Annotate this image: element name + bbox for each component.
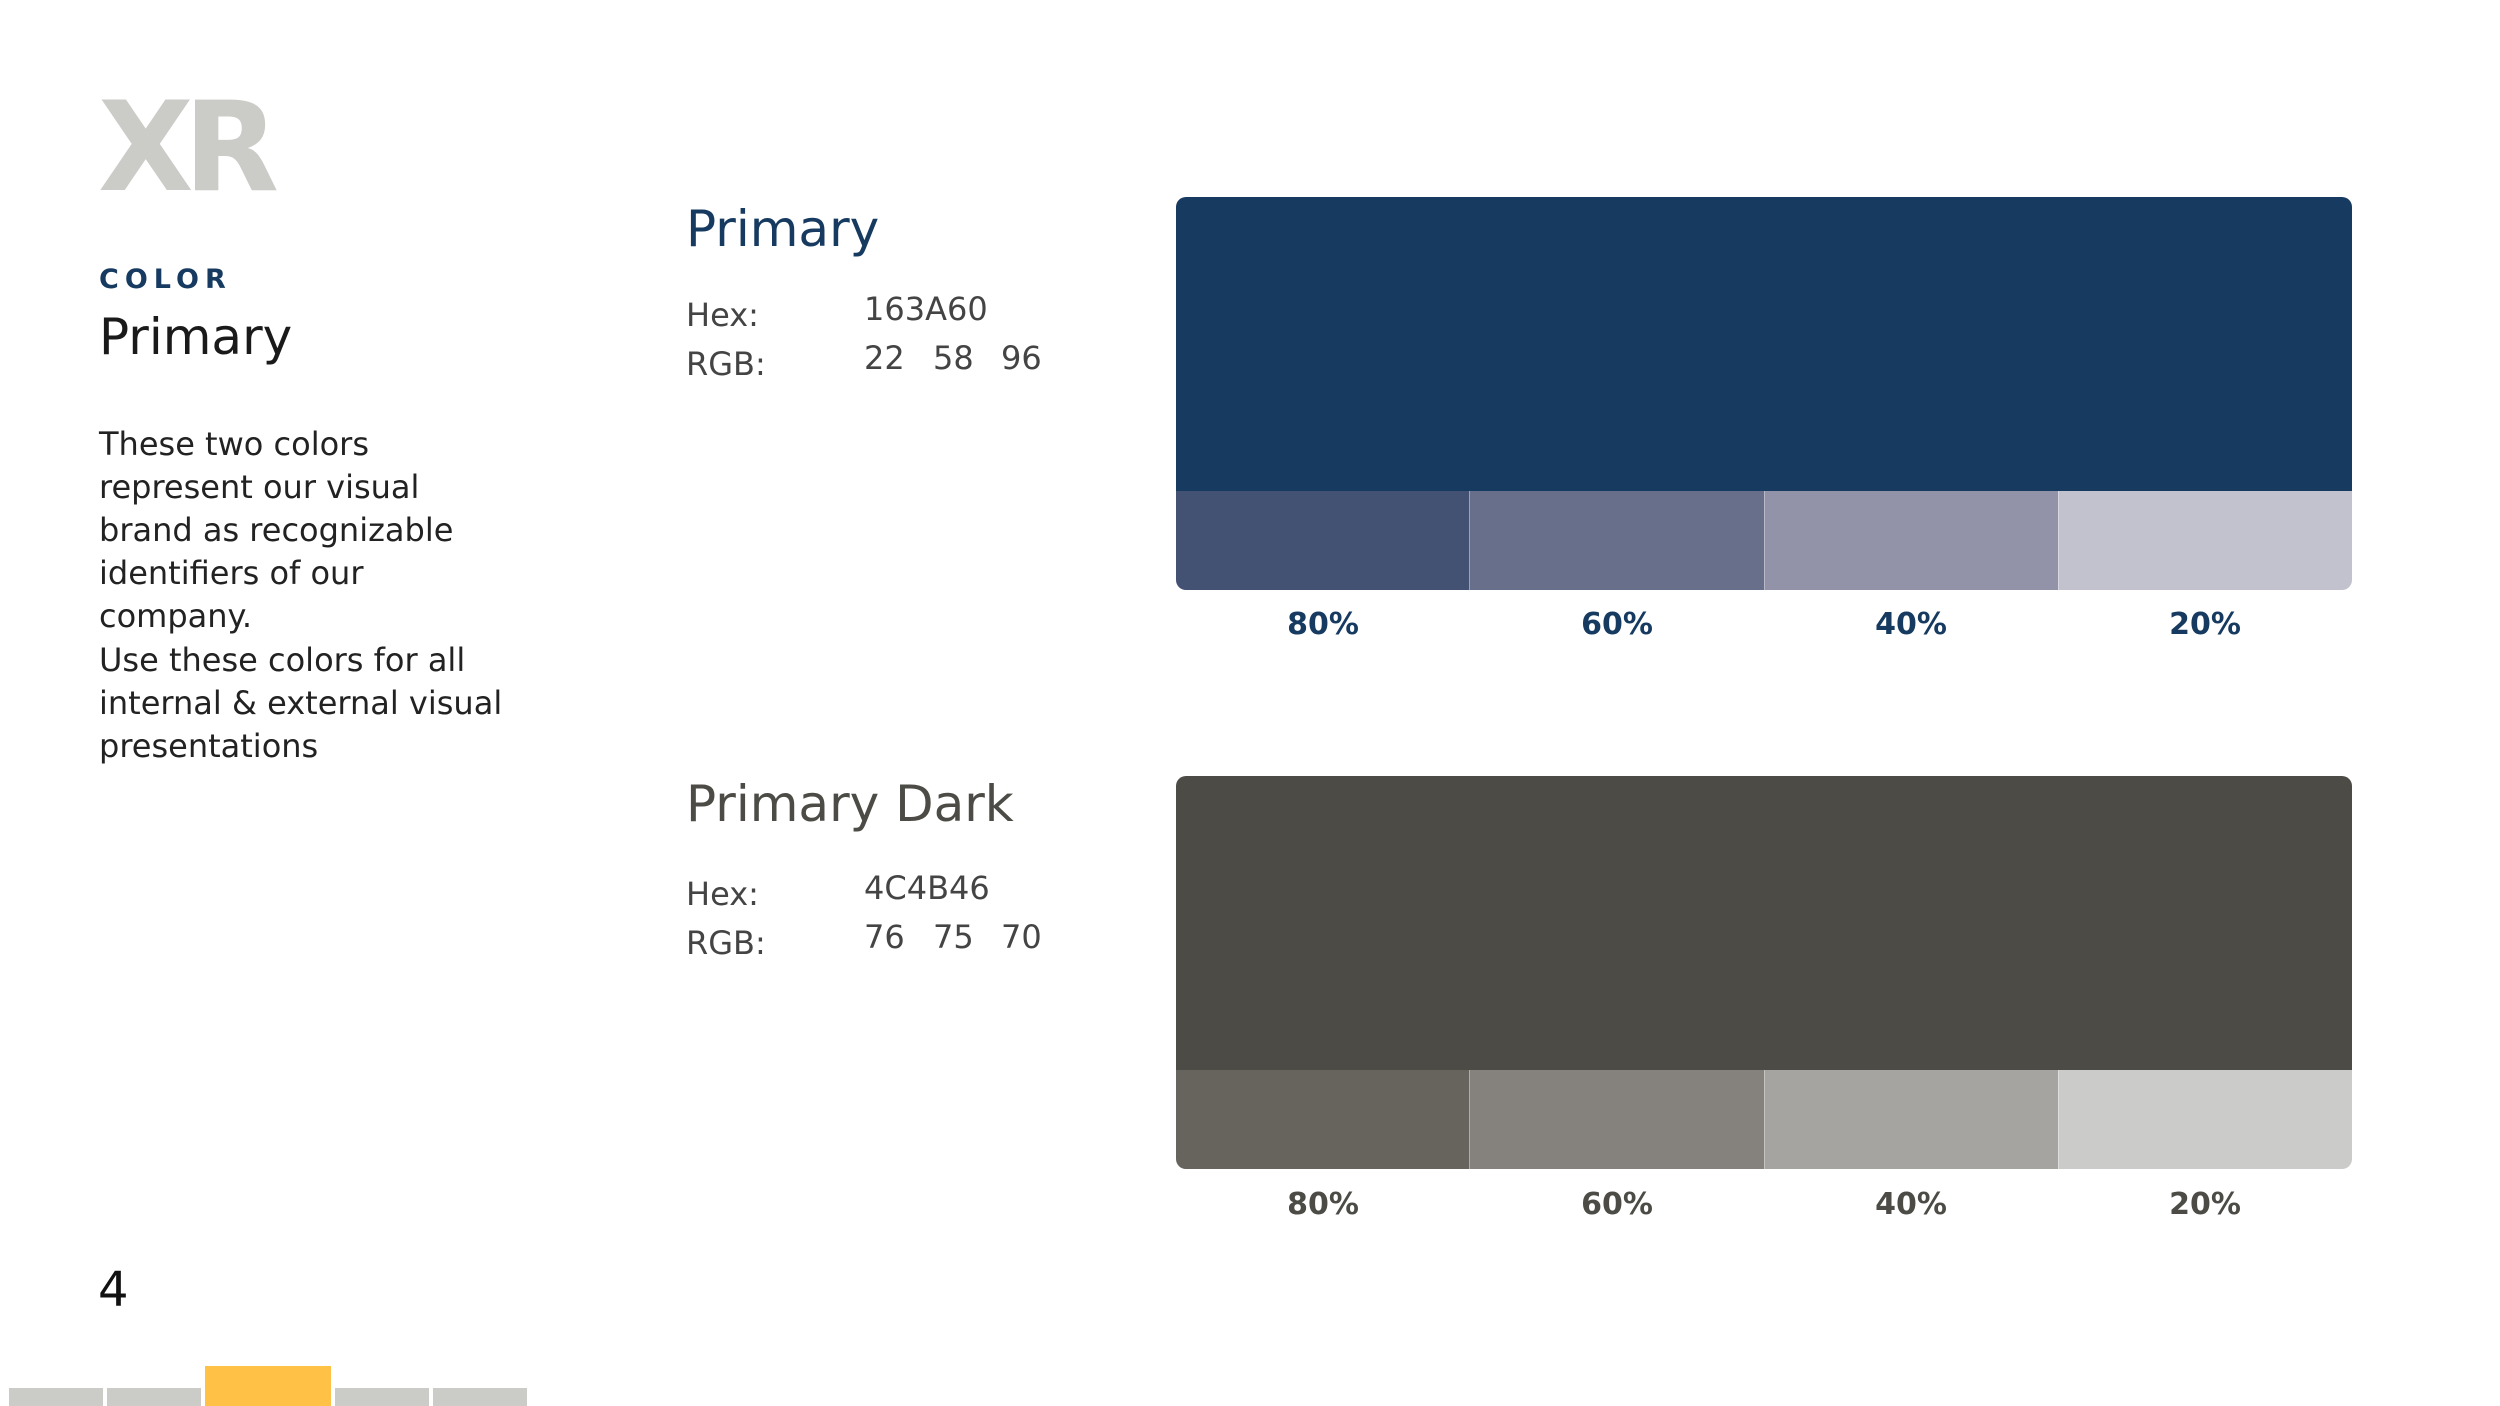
hex-value: 4C4B46 (864, 869, 990, 907)
rgb-value-g: 58 (933, 339, 974, 377)
logo-text: XR (98, 76, 279, 220)
tint-40 (1763, 1070, 2058, 1169)
hex-label: Hex: (686, 875, 759, 913)
rgb-value-r: 22 (864, 339, 905, 377)
page-number: 4 (98, 1262, 129, 1318)
rgb-value-g: 75 (933, 918, 974, 956)
color-swatch-primary (1176, 197, 2352, 590)
tint-labels-primary: 80% 60% 40% 20% (1176, 607, 2352, 642)
swatch-base-color (1176, 197, 2352, 491)
tint-row (1176, 491, 2352, 590)
tint-20 (2057, 491, 2352, 590)
color-swatch-primary-dark (1176, 776, 2352, 1169)
tint-label: 60% (1581, 1187, 1653, 1222)
rgb-label: RGB: (686, 345, 766, 383)
rgb-value-r: 76 (864, 918, 905, 956)
progress-segment[interactable] (433, 1388, 527, 1406)
progress-segment-active[interactable] (205, 1366, 331, 1406)
tint-label: 40% (1875, 1187, 1947, 1222)
rgb-value-b: 70 (1001, 918, 1042, 956)
tint-40 (1763, 491, 2058, 590)
rgb-value-b: 96 (1001, 339, 1042, 377)
swatch-name-primary-dark: Primary Dark (686, 775, 1014, 833)
tint-labels-primary-dark: 80% 60% 40% 20% (1176, 1187, 2352, 1222)
tint-label: 20% (2169, 607, 2241, 642)
hex-value: 163A60 (864, 290, 988, 328)
tint-label: 40% (1875, 607, 1947, 642)
tint-60 (1469, 491, 1764, 590)
rgb-label: RGB: (686, 924, 766, 962)
section-eyebrow: COLOR (99, 264, 232, 295)
tint-label: 80% (1287, 607, 1359, 642)
progress-segment[interactable] (9, 1388, 103, 1406)
section-title: Primary (99, 308, 293, 366)
progress-segment[interactable] (335, 1388, 429, 1406)
slide-progress-bar (9, 1366, 529, 1406)
tint-20 (2057, 1070, 2352, 1169)
description-paragraph-1: These two colors represent our visual br… (99, 425, 454, 635)
tint-label: 60% (1581, 607, 1653, 642)
tint-60 (1469, 1070, 1764, 1169)
tint-row (1176, 1070, 2352, 1169)
tint-80 (1176, 491, 1470, 590)
logo: XR (98, 76, 279, 220)
description-paragraph-2: Use these colors for all internal & exte… (99, 641, 503, 765)
tint-label: 20% (2169, 1187, 2241, 1222)
swatch-base-color (1176, 776, 2352, 1070)
progress-segment[interactable] (107, 1388, 201, 1406)
hex-label: Hex: (686, 296, 759, 334)
swatch-name-primary: Primary (686, 200, 880, 258)
tint-80 (1176, 1070, 1470, 1169)
tint-label: 80% (1287, 1187, 1359, 1222)
